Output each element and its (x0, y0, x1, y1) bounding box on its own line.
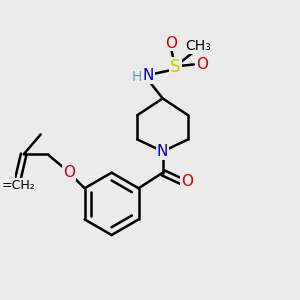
Text: S: S (170, 58, 181, 76)
Text: N: N (157, 144, 168, 159)
Text: CH₃: CH₃ (185, 39, 211, 53)
Text: O: O (181, 174, 193, 189)
Text: H: H (132, 70, 142, 84)
Text: O: O (196, 57, 208, 72)
Text: O: O (63, 165, 75, 180)
Text: O: O (165, 36, 177, 51)
Text: N: N (143, 68, 154, 83)
Text: =CH₂: =CH₂ (1, 179, 35, 192)
